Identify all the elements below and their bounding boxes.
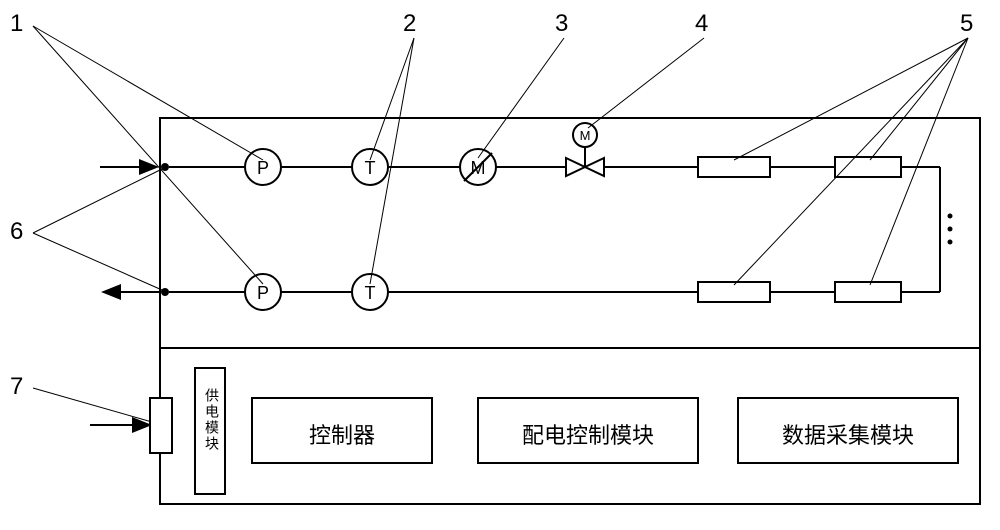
temperature-sensor-top: T <box>352 149 388 185</box>
acquisition-label: 数据采集模块 <box>782 418 914 450</box>
svg-text:M: M <box>580 128 591 143</box>
power-supply-label: 供电模块 <box>202 388 222 452</box>
pressure-sensor-top: P <box>245 149 281 185</box>
callout-label-1: 1 <box>10 10 23 38</box>
svg-text:P: P <box>257 283 269 303</box>
callout-label-2: 2 <box>403 10 416 38</box>
callout-label-6: 6 <box>10 218 23 246</box>
svg-text:T: T <box>365 283 376 303</box>
svg-text:P: P <box>257 158 269 178</box>
outlet-dot <box>161 288 169 296</box>
meter-sensor: M <box>460 149 496 185</box>
distribution-label: 配电控制模块 <box>522 418 654 450</box>
controller-label: 控制器 <box>309 418 375 450</box>
valve <box>566 147 604 176</box>
callout-label-3: 3 <box>555 10 568 38</box>
motor-icon: M <box>573 123 597 147</box>
pressure-sensor-bottom: P <box>245 274 281 310</box>
diagram-root: P T M M P T <box>0 0 1000 530</box>
power-slot <box>150 398 172 453</box>
device-block <box>835 157 901 177</box>
temperature-sensor-bottom: T <box>352 274 388 310</box>
callout-label-7: 7 <box>10 373 23 401</box>
callout-label-5: 5 <box>960 10 973 38</box>
inlet-dot <box>161 163 169 171</box>
svg-text:T: T <box>365 158 376 178</box>
device-block <box>835 282 901 302</box>
callout-label-4: 4 <box>695 10 708 38</box>
